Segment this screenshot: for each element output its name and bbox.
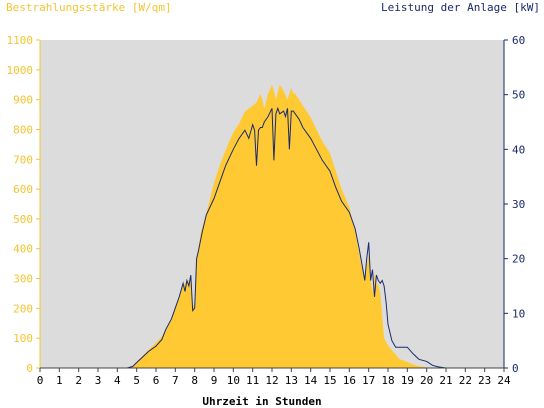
left-tick-label: 500 bbox=[13, 213, 33, 226]
right-tick-label: 60 bbox=[512, 34, 525, 47]
right-tick-label: 50 bbox=[512, 89, 525, 102]
left-tick-label: 1100 bbox=[7, 34, 34, 47]
power-line bbox=[40, 106, 504, 369]
left-tick-label: 300 bbox=[13, 273, 33, 286]
x-axis-label: Uhrzeit in Stunden bbox=[202, 395, 321, 408]
x-tick-label: 17 bbox=[362, 374, 375, 387]
left-axis-ticks: 0 100 200 300 400 500 600 700 800 900 1000 1100 bbox=[7, 34, 40, 375]
x-tick-label: 6 bbox=[153, 374, 160, 387]
power-line-layer bbox=[40, 106, 504, 369]
x-tick-label: 18 bbox=[381, 374, 394, 387]
x-tick-label: 24 bbox=[497, 374, 511, 387]
left-tick-label: 900 bbox=[13, 94, 33, 107]
x-tick-label: 4 bbox=[114, 374, 121, 387]
x-tick-label: 2 bbox=[75, 374, 82, 387]
right-tick-label: 40 bbox=[512, 143, 525, 156]
left-tick-label: 0 bbox=[26, 362, 33, 375]
x-tick-label: 16 bbox=[343, 374, 356, 387]
x-tick-label: 1 bbox=[56, 374, 63, 387]
x-tick-label: 5 bbox=[133, 374, 140, 387]
left-axis-title: Bestrahlungsstärke [W/qm] bbox=[6, 1, 172, 14]
x-tick-label: 15 bbox=[323, 374, 336, 387]
x-tick-label: 3 bbox=[95, 374, 102, 387]
x-tick-label: 22 bbox=[459, 374, 472, 387]
x-tick-label: 20 bbox=[420, 374, 433, 387]
left-tick-label: 400 bbox=[13, 243, 33, 256]
x-tick-label: 23 bbox=[478, 374, 491, 387]
x-tick-label: 14 bbox=[304, 374, 318, 387]
left-tick-label: 700 bbox=[13, 153, 33, 166]
left-tick-label: 100 bbox=[13, 332, 33, 345]
right-axis-title: Leistung der Anlage [kW] bbox=[381, 1, 540, 14]
left-tick-label: 800 bbox=[13, 123, 33, 136]
right-tick-label: 10 bbox=[512, 307, 525, 320]
x-tick-label: 10 bbox=[227, 374, 240, 387]
right-tick-label: 30 bbox=[512, 198, 525, 211]
x-tick-label: 13 bbox=[285, 374, 298, 387]
x-tick-label: 7 bbox=[172, 374, 179, 387]
x-tick-label: 8 bbox=[191, 374, 198, 387]
x-tick-label: 21 bbox=[439, 374, 452, 387]
x-tick-label: 0 bbox=[37, 374, 44, 387]
left-tick-label: 600 bbox=[13, 183, 33, 196]
x-tick-label: 9 bbox=[211, 374, 218, 387]
left-tick-label: 1000 bbox=[7, 64, 34, 77]
right-axis-ticks: 0 10 20 30 40 50 60 bbox=[504, 34, 525, 375]
irradiance-area bbox=[40, 84, 504, 368]
right-tick-label: 20 bbox=[512, 253, 525, 266]
left-tick-label: 200 bbox=[13, 302, 33, 315]
x-tick-label: 19 bbox=[401, 374, 414, 387]
irradiance-area-layer bbox=[40, 84, 504, 368]
x-axis-ticks: 0 1 2 3 4 5 6 7 8 9 10 11 12 13 14 15 16 17 18 19 20 21 22 23 24 bbox=[37, 368, 511, 387]
x-tick-label: 11 bbox=[246, 374, 259, 387]
right-tick-label: 0 bbox=[512, 362, 519, 375]
x-tick-label: 12 bbox=[265, 374, 278, 387]
